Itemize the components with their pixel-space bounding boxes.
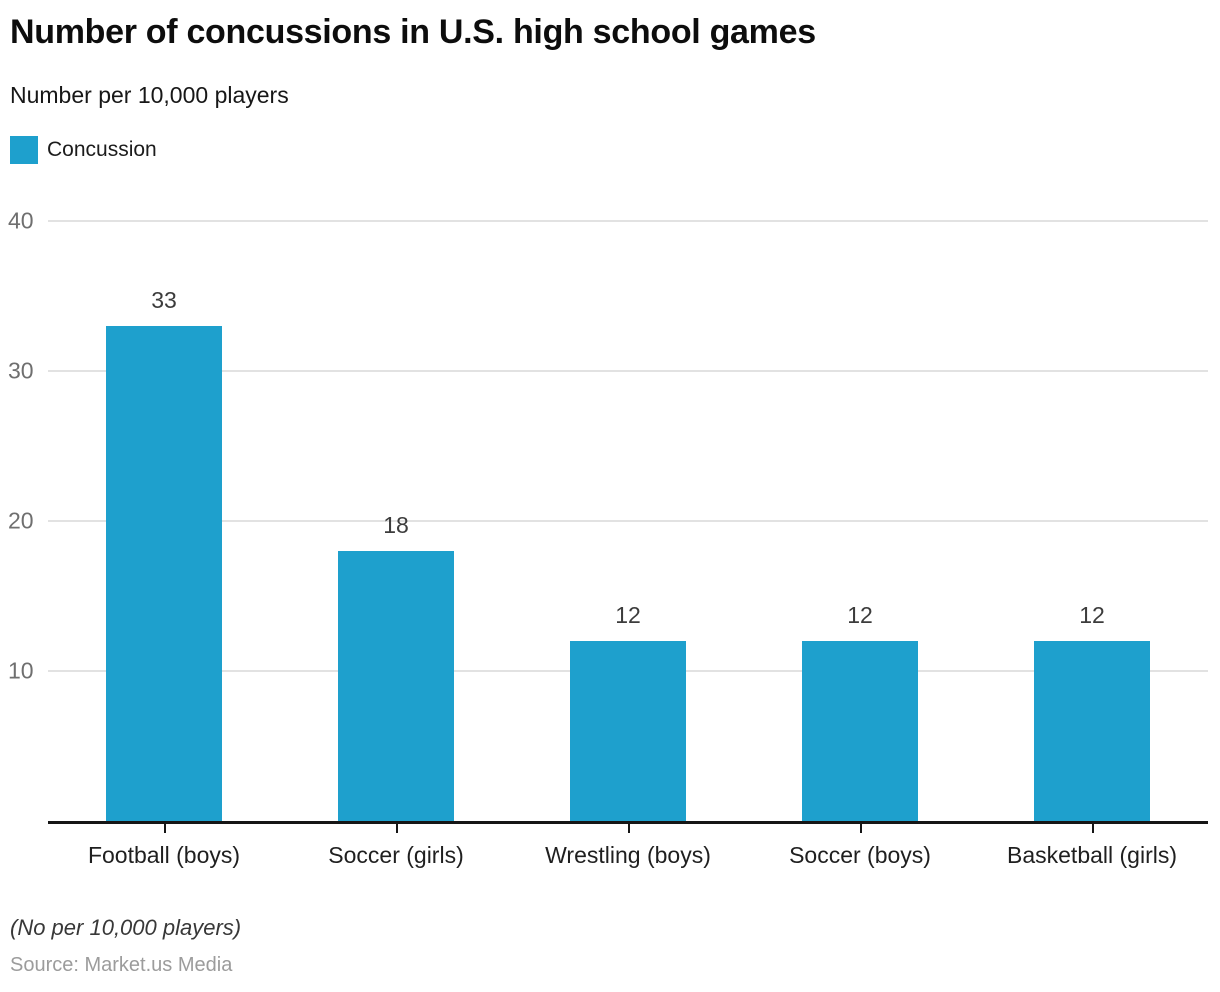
x-axis-label-basketball-girls: Basketball (girls): [1007, 842, 1177, 868]
x-axis-label-wrestling-boys: Wrestling (boys): [545, 842, 711, 868]
bar-football-boys[interactable]: [106, 326, 222, 821]
value-label-basketball-girls: 12: [1079, 602, 1105, 628]
y-axis-tick-label-10: 10: [8, 657, 34, 684]
x-axis-labels: Football (boys) Soccer (girls) Wrestling (…: [48, 842, 1208, 869]
y-axis-tick-label-30: 30: [8, 357, 34, 384]
x-axis-label-soccer-boys: Soccer (boys): [789, 842, 931, 868]
bar-basketball-girls[interactable]: [1034, 641, 1150, 821]
x-axis-line: [48, 821, 1208, 824]
x-axis-label-soccer-girls: Soccer (girls): [328, 842, 464, 868]
value-label-soccer-boys: 12: [847, 602, 873, 628]
gridline-30: [48, 370, 1208, 372]
source-credit: Source: Market.us Media: [10, 954, 233, 976]
x-axis-tick-soccer-girls: [396, 824, 398, 833]
value-label-football-boys: 33: [151, 287, 177, 313]
value-label-soccer-girls: 18: [383, 512, 409, 538]
legend-label: Concussion: [47, 138, 157, 161]
bar-slot-wrestling-boys: 12: [512, 221, 744, 833]
bar-soccer-boys[interactable]: [802, 641, 918, 821]
legend-swatch-icon: [10, 136, 38, 164]
x-axis-tick-basketball-girls: [1092, 824, 1094, 833]
x-axis-tick-wrestling-boys: [628, 824, 630, 833]
bar-slot-football-boys: 33: [48, 221, 280, 833]
x-axis-tick-football-boys: [164, 824, 166, 833]
bar-slot-basketball-girls: 12: [976, 221, 1208, 833]
gridline-20: [48, 520, 1208, 522]
bars-row: 33 18 12 12 12: [48, 221, 1208, 833]
x-axis-tick-soccer-boys: [860, 824, 862, 833]
chart-subtitle: Number per 10,000 players: [10, 82, 289, 108]
y-axis-tick-label-20: 20: [8, 507, 34, 534]
legend-item-concussion[interactable]: Concussion: [10, 136, 157, 164]
y-axis-tick-label-40: 40: [8, 207, 34, 234]
bar-slot-soccer-girls: 18: [280, 221, 512, 833]
footnote: (No per 10,000 players): [10, 915, 242, 940]
bar-soccer-girls[interactable]: [338, 551, 454, 821]
bar-wrestling-boys[interactable]: [570, 641, 686, 821]
gridline-40: [48, 220, 1208, 222]
x-axis-label-football-boys: Football (boys): [87, 842, 241, 868]
bar-slot-soccer-boys: 12: [744, 221, 976, 833]
plot-area: 33 18 12 12 12 10 20 30 40: [8, 208, 1208, 833]
value-label-wrestling-boys: 12: [615, 602, 641, 628]
chart-title: Number of concussions in U.S. high schoo…: [10, 13, 816, 51]
